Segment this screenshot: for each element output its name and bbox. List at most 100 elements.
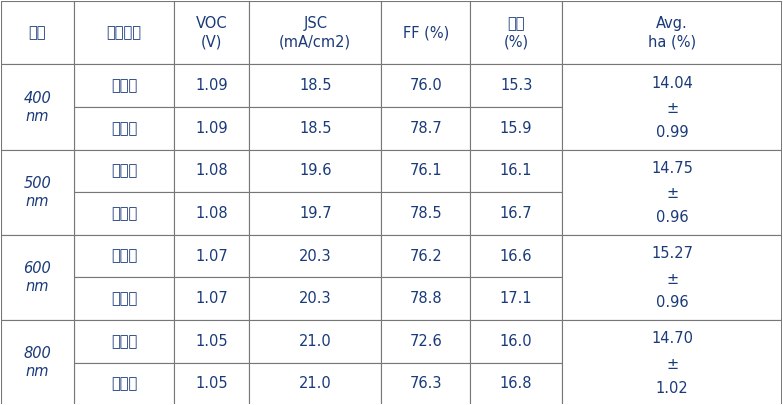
Text: 14.75: 14.75 <box>651 161 693 176</box>
Text: 0.96: 0.96 <box>656 210 688 225</box>
Bar <box>74 107 174 149</box>
Text: 16.8: 16.8 <box>500 376 532 391</box>
Text: 17.1: 17.1 <box>500 291 532 306</box>
Text: 1.08: 1.08 <box>196 163 228 179</box>
Text: 1.05: 1.05 <box>196 376 228 391</box>
Text: 15.3: 15.3 <box>500 78 532 93</box>
Text: 20.3: 20.3 <box>299 249 332 264</box>
Bar <box>174 149 249 192</box>
Text: 효율
(%): 효율 (%) <box>503 16 529 49</box>
Bar <box>249 277 381 320</box>
Bar <box>74 362 174 405</box>
Bar <box>381 277 471 320</box>
Text: 19.6: 19.6 <box>299 163 331 179</box>
Text: 20.3: 20.3 <box>299 291 332 306</box>
Text: 76.2: 76.2 <box>410 249 442 264</box>
Text: 72.6: 72.6 <box>410 334 442 349</box>
Bar <box>471 320 562 362</box>
Bar <box>74 277 174 320</box>
Text: 역방향: 역방향 <box>111 121 137 136</box>
Bar <box>471 362 562 405</box>
Bar <box>381 107 471 149</box>
Bar <box>381 64 471 107</box>
Bar <box>174 277 249 320</box>
Bar <box>74 1 174 64</box>
Text: 정방향: 정방향 <box>111 249 137 264</box>
Text: VOC
(V): VOC (V) <box>196 16 228 49</box>
Text: 1.02: 1.02 <box>655 381 688 396</box>
Bar <box>1 320 74 405</box>
Bar <box>74 64 174 107</box>
Bar <box>249 1 381 64</box>
Text: 14.70: 14.70 <box>651 331 693 346</box>
Text: 78.7: 78.7 <box>410 121 442 136</box>
Bar <box>471 107 562 149</box>
Bar <box>174 107 249 149</box>
Bar <box>174 192 249 235</box>
Bar <box>471 1 562 64</box>
Text: 역방향: 역방향 <box>111 376 137 391</box>
Bar <box>471 192 562 235</box>
Bar <box>174 235 249 277</box>
Text: 1.05: 1.05 <box>196 334 228 349</box>
Text: 600
nm: 600 nm <box>23 261 52 294</box>
Bar <box>249 362 381 405</box>
Text: 500
nm: 500 nm <box>23 176 52 209</box>
Text: ±: ± <box>666 186 678 201</box>
Bar <box>174 320 249 362</box>
Text: Avg.
ha (%): Avg. ha (%) <box>648 16 696 49</box>
Bar <box>381 235 471 277</box>
Bar <box>381 1 471 64</box>
Text: ±: ± <box>666 272 678 287</box>
Text: 16.6: 16.6 <box>500 249 532 264</box>
Bar <box>562 1 782 64</box>
Text: 18.5: 18.5 <box>299 121 331 136</box>
Text: 두께: 두께 <box>29 25 46 40</box>
Text: 1.09: 1.09 <box>196 121 228 136</box>
Text: 역방향: 역방향 <box>111 206 137 221</box>
Text: JSC
(mA/cm2): JSC (mA/cm2) <box>280 16 352 49</box>
Bar <box>562 149 782 235</box>
Text: 18.5: 18.5 <box>299 78 331 93</box>
Text: FF (%): FF (%) <box>402 25 449 40</box>
Text: 1.09: 1.09 <box>196 78 228 93</box>
Bar <box>471 149 562 192</box>
Text: 정방향: 정방향 <box>111 78 137 93</box>
Text: 76.3: 76.3 <box>410 376 442 391</box>
Bar <box>249 64 381 107</box>
Bar <box>249 107 381 149</box>
Bar <box>174 64 249 107</box>
Text: 19.7: 19.7 <box>299 206 332 221</box>
Bar <box>249 192 381 235</box>
Text: 15.27: 15.27 <box>651 246 693 261</box>
Text: 1.08: 1.08 <box>196 206 228 221</box>
Text: 21.0: 21.0 <box>299 334 332 349</box>
Text: 정방향: 정방향 <box>111 163 137 179</box>
Bar <box>74 235 174 277</box>
Text: 14.04: 14.04 <box>651 76 693 91</box>
Text: 15.9: 15.9 <box>500 121 532 136</box>
Bar <box>249 235 381 277</box>
Text: 정방향: 정방향 <box>111 334 137 349</box>
Bar <box>1 64 74 149</box>
Bar <box>562 320 782 405</box>
Bar <box>74 149 174 192</box>
Bar <box>1 1 74 64</box>
Bar <box>1 235 74 320</box>
Bar <box>249 320 381 362</box>
Bar <box>471 64 562 107</box>
Bar <box>74 320 174 362</box>
Bar <box>174 362 249 405</box>
Bar <box>471 277 562 320</box>
Text: 16.1: 16.1 <box>500 163 532 179</box>
Bar <box>74 192 174 235</box>
Bar <box>381 192 471 235</box>
Text: 800
nm: 800 nm <box>23 346 52 379</box>
Text: 0.99: 0.99 <box>656 125 688 140</box>
Text: 400
nm: 400 nm <box>23 91 52 124</box>
Bar <box>1 149 74 235</box>
Text: 역방향: 역방향 <box>111 291 137 306</box>
Bar <box>381 320 471 362</box>
Text: ±: ± <box>666 101 678 116</box>
Text: 16.0: 16.0 <box>500 334 532 349</box>
